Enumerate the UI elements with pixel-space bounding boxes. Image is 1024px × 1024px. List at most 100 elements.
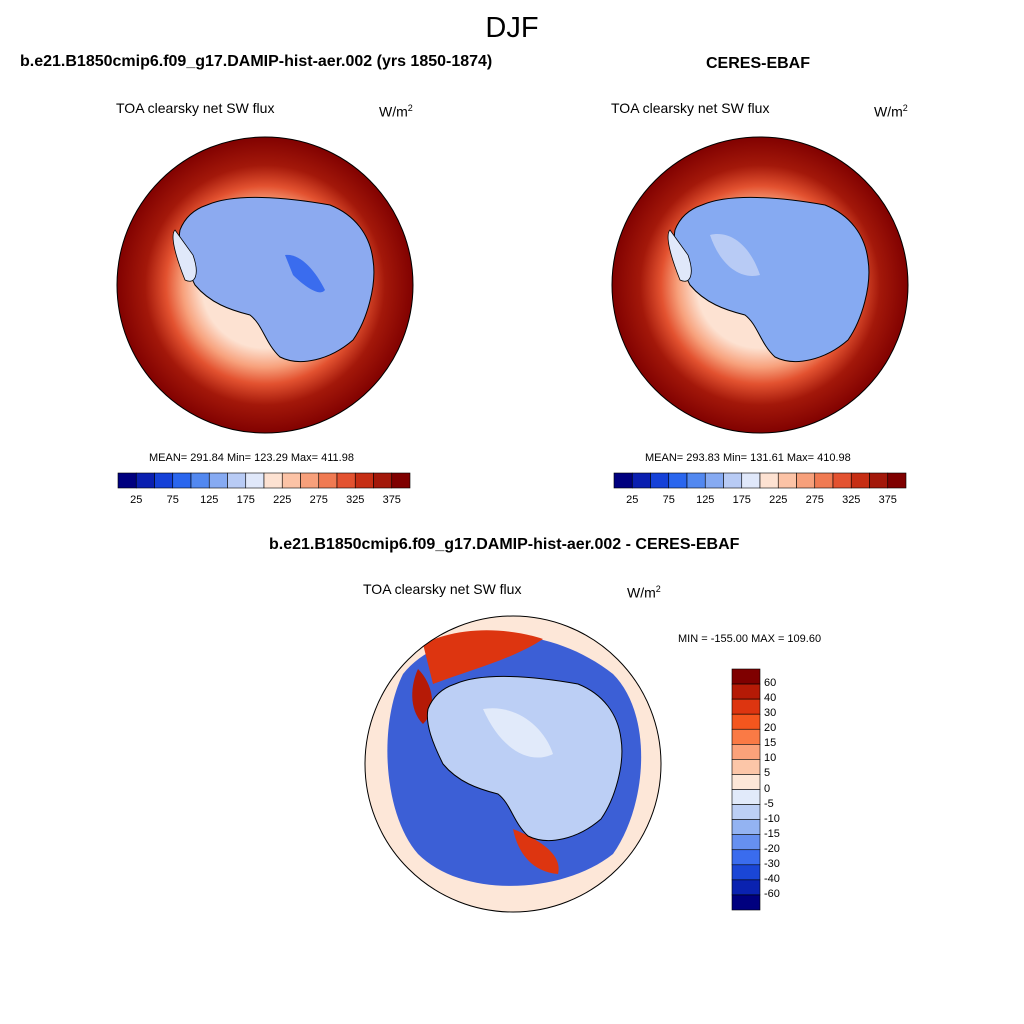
panel1-colorbar xyxy=(117,472,411,489)
colorbar-swatch xyxy=(731,683,761,700)
colorbar-tick-label: -20 xyxy=(764,842,780,855)
colorbar-tick-label: 0 xyxy=(764,782,771,795)
colorbar-tick-label: 5 xyxy=(764,767,771,780)
colorbar-swatch xyxy=(731,894,761,911)
colorbar-tick-label: 75 xyxy=(662,494,675,506)
colorbar-tick-label: 225 xyxy=(769,494,788,506)
panel2-variable: TOA clearsky net SW flux xyxy=(611,100,770,116)
panel3-units: W/m2 xyxy=(627,584,661,601)
colorbar-swatch xyxy=(731,698,761,715)
colorbar-swatch xyxy=(723,472,743,489)
colorbar-swatch xyxy=(731,789,761,805)
colorbar-tick-label: -10 xyxy=(764,812,780,825)
panel3-stats: MIN = -155.00 MAX = 109.60 xyxy=(678,633,822,645)
colorbar-swatch xyxy=(731,759,761,775)
colorbar-tick-label: 325 xyxy=(842,494,861,506)
colorbar-swatch xyxy=(759,472,779,489)
colorbar-swatch xyxy=(391,472,411,489)
colorbar-tick-label: 275 xyxy=(805,494,824,506)
colorbar-swatch xyxy=(245,472,265,489)
colorbar-swatch xyxy=(117,472,137,489)
panel2-units: W/m2 xyxy=(874,103,908,120)
colorbar-swatch xyxy=(686,472,706,489)
colorbar-swatch xyxy=(887,472,907,489)
colorbar-tick-label: 40 xyxy=(764,692,777,705)
colorbar-swatch xyxy=(850,472,870,489)
colorbar-swatch xyxy=(190,472,210,489)
panel1-map xyxy=(116,136,414,434)
colorbar-tick-label: -5 xyxy=(764,797,774,810)
colorbar-swatch xyxy=(731,819,761,835)
colorbar-swatch xyxy=(704,472,724,489)
panel3-colorbar xyxy=(731,668,761,911)
colorbar-swatch xyxy=(613,472,633,489)
panel1-title: b.e21.B1850cmip6.f09_g17.DAMIP-hist-aer.… xyxy=(20,53,493,70)
colorbar-tick-label: 20 xyxy=(764,722,777,735)
season-title: DJF xyxy=(485,12,539,44)
colorbar-tick-label: -30 xyxy=(764,857,780,870)
colorbar-swatch xyxy=(631,472,651,489)
colorbar-tick-label: -15 xyxy=(764,827,780,840)
colorbar-swatch xyxy=(227,472,247,489)
colorbar-tick-label: 375 xyxy=(878,494,897,506)
colorbar-swatch xyxy=(263,472,283,489)
colorbar-swatch xyxy=(731,864,761,881)
panel1-variable: TOA clearsky net SW flux xyxy=(116,100,275,116)
colorbar-tick-label: 30 xyxy=(764,707,777,720)
colorbar-tick-label: 175 xyxy=(236,494,255,506)
panel2-stats: MEAN= 293.83 Min= 131.61 Max= 410.98 xyxy=(645,452,851,464)
colorbar-swatch xyxy=(731,879,761,896)
panel2-colorbar xyxy=(613,472,907,489)
panel3-variable: TOA clearsky net SW flux xyxy=(363,581,522,597)
colorbar-tick-label: 10 xyxy=(764,752,777,765)
colorbar-swatch xyxy=(814,472,834,489)
colorbar-tick-label: 60 xyxy=(764,677,777,690)
colorbar-tick-label: 325 xyxy=(346,494,365,506)
panel1-stats: MEAN= 291.84 Min= 123.29 Max= 411.98 xyxy=(149,452,354,464)
colorbar-swatch xyxy=(731,744,761,760)
colorbar-swatch xyxy=(668,472,688,489)
colorbar-swatch xyxy=(650,472,670,489)
colorbar-swatch xyxy=(373,472,393,489)
colorbar-swatch xyxy=(731,849,761,866)
colorbar-swatch xyxy=(796,472,816,489)
panel3-title: b.e21.B1850cmip6.f09_g17.DAMIP-hist-aer.… xyxy=(269,536,740,553)
panel3-map xyxy=(364,615,662,913)
colorbar-tick-label: 125 xyxy=(696,494,715,506)
colorbar-swatch xyxy=(154,472,174,489)
colorbar-tick-label: 75 xyxy=(166,494,179,506)
colorbar-swatch xyxy=(172,472,192,489)
colorbar-swatch xyxy=(318,472,338,489)
colorbar-tick-label: 375 xyxy=(382,494,401,506)
colorbar-swatch xyxy=(731,713,761,730)
colorbar-tick-label: -60 xyxy=(764,887,780,900)
colorbar-tick-label: 25 xyxy=(626,494,639,506)
colorbar-swatch xyxy=(731,804,761,820)
colorbar-swatch xyxy=(300,472,320,489)
colorbar-swatch xyxy=(336,472,356,489)
colorbar-tick-label: -40 xyxy=(764,872,780,885)
colorbar-swatch xyxy=(135,472,155,489)
colorbar-swatch xyxy=(731,728,761,745)
colorbar-swatch xyxy=(731,774,761,790)
colorbar-swatch xyxy=(741,472,761,489)
colorbar-tick-label: 175 xyxy=(732,494,751,506)
colorbar-tick-label: 25 xyxy=(130,494,143,506)
colorbar-swatch xyxy=(208,472,228,489)
colorbar-tick-label: 125 xyxy=(200,494,219,506)
colorbar-tick-label: 275 xyxy=(309,494,328,506)
colorbar-swatch xyxy=(869,472,889,489)
panel1-units: W/m2 xyxy=(379,103,413,120)
colorbar-swatch xyxy=(777,472,797,489)
colorbar-swatch xyxy=(731,668,761,685)
panel2-colorbar-labels: 25 75 125 175 225 275 325 375 xyxy=(614,494,906,508)
colorbar-swatch xyxy=(731,834,761,851)
panel3-colorbar-labels: 60 40 30 20 15 10 5 0 -5 -10 -15 -20 -30 -40 -60 xyxy=(764,669,804,910)
panel2-map xyxy=(611,136,909,434)
colorbar-swatch xyxy=(354,472,374,489)
panel1-colorbar-labels: 25 75 125 175 225 275 325 375 xyxy=(118,494,410,508)
panel2-title: CERES-EBAF xyxy=(706,55,811,72)
colorbar-tick-label: 15 xyxy=(764,737,777,750)
colorbar-swatch xyxy=(281,472,301,489)
colorbar-tick-label: 225 xyxy=(273,494,292,506)
